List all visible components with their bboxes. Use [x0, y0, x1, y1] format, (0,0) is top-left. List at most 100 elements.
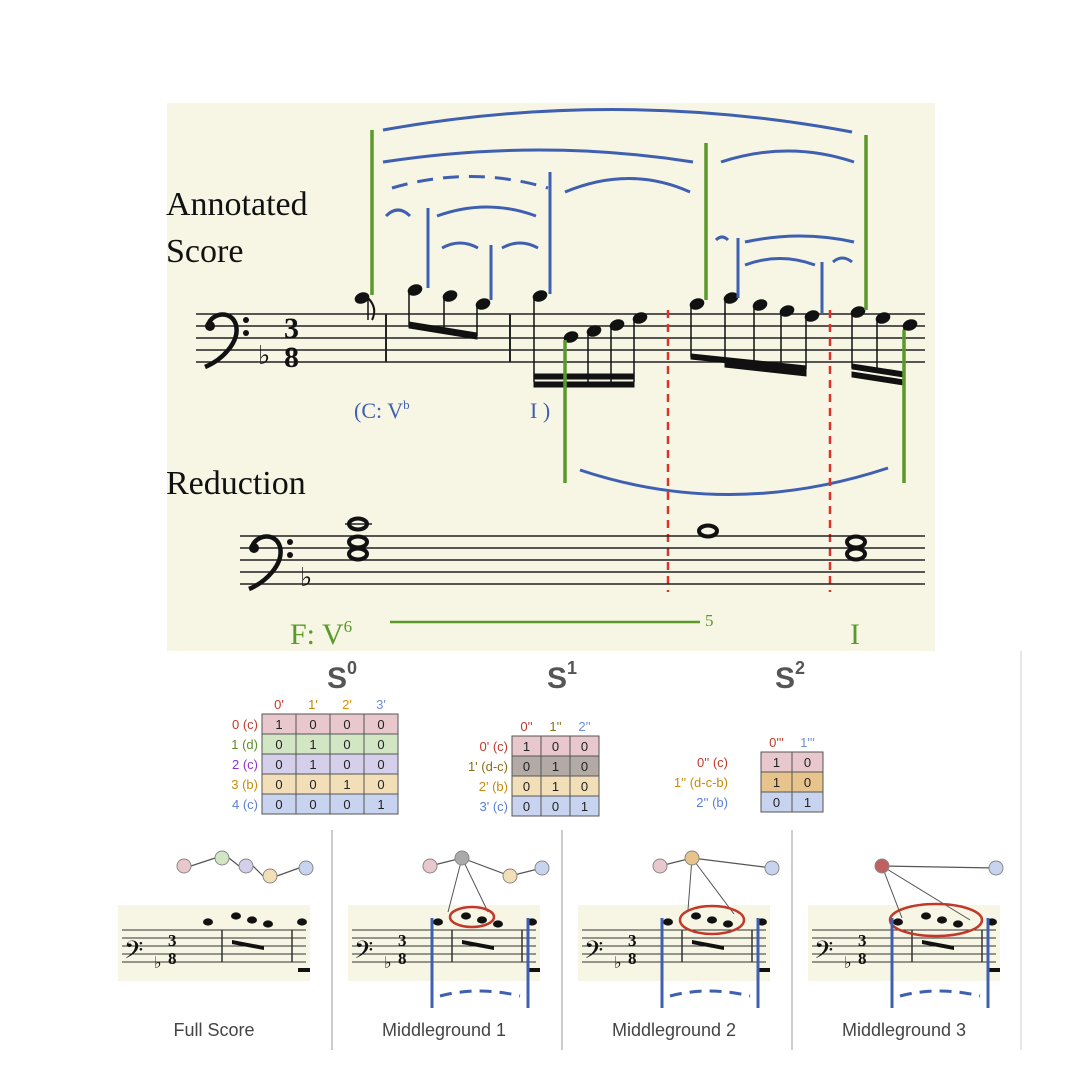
- matrix-cell-value: 0: [275, 737, 282, 752]
- matrix-cell-value: 0: [343, 797, 350, 812]
- matrix-title: S0: [327, 658, 357, 695]
- roman-i-close: I ): [530, 398, 550, 423]
- group-highlight: [448, 905, 496, 929]
- matrix-cell-value: 0: [523, 799, 530, 814]
- note-head: [203, 918, 213, 926]
- matrix-cell: [363, 793, 399, 815]
- note-head: [231, 912, 241, 920]
- blue-annotations-top: [382, 108, 889, 496]
- graph-node: [454, 850, 470, 866]
- matrix-cell: [569, 795, 600, 817]
- flat-icon: ♭: [300, 563, 312, 592]
- matrix-cell-value: 0: [804, 775, 811, 790]
- graph-node: [534, 860, 550, 876]
- matrix-col-header: 2'': [578, 719, 590, 734]
- matrix-col-header: 1': [308, 697, 318, 712]
- matrix-cell-value: 0: [343, 737, 350, 752]
- matrix-cell-value: 0: [343, 717, 350, 732]
- matrix-cell-value: 1: [275, 717, 282, 732]
- matrix-col-header: 1'': [549, 719, 561, 734]
- note-head: [493, 920, 503, 928]
- matrix-cell-value: 1: [309, 737, 316, 752]
- bass-clef-icon: [248, 534, 293, 592]
- matrix-cell-value: 0: [275, 777, 282, 792]
- matrix-cell-value: 0: [343, 757, 350, 772]
- matrix-cell-value: 0: [275, 797, 282, 812]
- note-head: [433, 918, 443, 926]
- matrix-cell-value: 1: [523, 739, 530, 754]
- matrix-cell-value: 0: [581, 739, 588, 754]
- note-head: [477, 916, 487, 924]
- matrix-cell-value: 0: [552, 799, 559, 814]
- mini-score-bg: [578, 905, 770, 981]
- group-highlight: [678, 904, 746, 936]
- matrix-cell-value: 1: [343, 777, 350, 792]
- panel-caption: Middleground 2: [612, 1020, 736, 1040]
- group-highlight: [888, 902, 984, 938]
- graph-node: [652, 858, 668, 874]
- matrix-cell-value: 0: [581, 759, 588, 774]
- note-head: [691, 912, 701, 920]
- matrix-cell-value: 0: [309, 777, 316, 792]
- graph-node: [874, 858, 890, 874]
- matrix-row-label: 0 (c): [232, 717, 258, 732]
- matrix-row-label: 1' (d-c): [468, 759, 508, 774]
- green-lines-top: [370, 130, 906, 483]
- panel-caption: Middleground 1: [382, 1020, 506, 1040]
- graph-node: [684, 850, 700, 866]
- bass-clef-icon: 𝄢: [814, 937, 833, 970]
- matrix-col-header: 2': [342, 697, 352, 712]
- matrix-row-label: 4 (c): [232, 797, 258, 812]
- matrix-cell-value: 0: [523, 779, 530, 794]
- matrix-cell-value: 0: [377, 777, 384, 792]
- graph-node: [298, 860, 314, 876]
- matrix-cell-value: 0: [804, 755, 811, 770]
- matrix-row-label: 1'' (d-c-b): [674, 775, 728, 790]
- matrix-row-label: 3 (b): [231, 777, 258, 792]
- matrix-cell-value: 1: [581, 799, 588, 814]
- matrix-cell-value: 0: [773, 795, 780, 810]
- matrix-title: S2: [775, 658, 805, 695]
- svg-text:3: 3: [168, 931, 177, 950]
- matrix-cell-value: 0: [309, 717, 316, 732]
- note-head: [953, 920, 963, 928]
- matrix-row-label: 2' (b): [479, 779, 508, 794]
- roman-c-v: (C: Vb: [354, 397, 410, 423]
- matrix-cell-value: 0: [523, 759, 530, 774]
- label-score: Score: [166, 233, 243, 270]
- graph-node: [262, 868, 278, 884]
- label-annotated: Annotated: [166, 186, 308, 223]
- panel-caption: Full Score: [173, 1020, 254, 1040]
- upper-notes: [354, 284, 918, 388]
- matrix-cell-value: 1: [552, 779, 559, 794]
- note-head: [937, 916, 947, 924]
- bass-clef-icon: [204, 312, 249, 370]
- matrix-col-header: 0'': [520, 719, 532, 734]
- note-head: [461, 912, 471, 920]
- svg-text:3: 3: [858, 931, 867, 950]
- matrix-col-header: 0''': [769, 735, 784, 750]
- note-head: [723, 920, 733, 928]
- time-sig-bottom: 8: [284, 341, 299, 374]
- reduction-staff: [240, 523, 925, 585]
- annotated-score-panel: Annotated Score Reduction ♭ 3 8: [166, 103, 935, 651]
- flat-icon: ♭: [844, 955, 852, 972]
- matrix-cell-value: 1: [377, 797, 384, 812]
- graph-node: [176, 858, 192, 874]
- matrix-row-label: 1 (d): [231, 737, 258, 752]
- matrix-cell-value: 1: [773, 755, 780, 770]
- matrix-cell-value: 0: [275, 757, 282, 772]
- matrix-col-header: 1''': [800, 735, 815, 750]
- bass-clef-icon: 𝄢: [354, 937, 373, 970]
- matrix-col-header: 0': [274, 697, 284, 712]
- red-dashed-lines: [666, 310, 832, 592]
- note-head: [663, 918, 673, 926]
- matrix-cell-value: 0: [309, 797, 316, 812]
- roman-final-i: I: [850, 618, 860, 651]
- panel-4: 𝄢 ♭ 38 Middleground 3: [791, 830, 1004, 1050]
- svg-text:8: 8: [858, 949, 867, 968]
- graph-node: [764, 860, 780, 876]
- panel-2: 𝄢 ♭ 38 Middleground 1: [331, 830, 550, 1050]
